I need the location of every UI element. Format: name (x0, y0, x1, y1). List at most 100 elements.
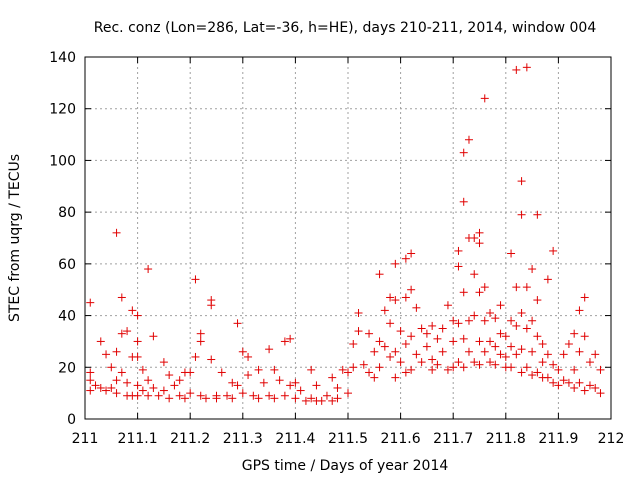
data-point (149, 332, 158, 341)
data-point (522, 324, 531, 333)
data-point (249, 391, 258, 400)
data-point (396, 358, 405, 367)
data-point (543, 275, 552, 284)
data-point (370, 347, 379, 356)
data-point (517, 177, 526, 186)
data-point (459, 288, 468, 297)
data-point (217, 368, 226, 377)
data-point (228, 394, 237, 403)
data-point (475, 360, 484, 369)
data-point (138, 365, 147, 374)
data-point (86, 368, 95, 377)
data-point (459, 334, 468, 343)
data-point (175, 376, 184, 385)
data-point (233, 381, 242, 390)
data-point (575, 347, 584, 356)
data-point (407, 332, 416, 341)
data-point (275, 376, 284, 385)
data-point (522, 363, 531, 372)
data-point (201, 394, 210, 403)
data-point (175, 391, 184, 400)
data-point (407, 249, 416, 258)
data-point (507, 316, 516, 325)
data-point (207, 355, 216, 364)
data-point (480, 283, 489, 292)
x-tick-label: 211.1 (118, 431, 158, 447)
data-point (286, 334, 295, 343)
data-point (496, 329, 505, 338)
data-point (186, 389, 195, 398)
data-point (96, 383, 105, 392)
data-point (517, 368, 526, 377)
data-point (375, 337, 384, 346)
data-point (528, 371, 537, 380)
data-point (570, 383, 579, 392)
data-point (307, 394, 316, 403)
data-point (86, 298, 95, 307)
data-point (533, 368, 542, 377)
data-point (454, 246, 463, 255)
data-point (133, 337, 142, 346)
x-tick-label: 211.2 (170, 431, 210, 447)
data-point (307, 365, 316, 374)
data-point (470, 358, 479, 367)
data-point (549, 360, 558, 369)
data-point (564, 340, 573, 349)
data-point (475, 288, 484, 297)
data-point (365, 368, 374, 377)
data-point (407, 365, 416, 374)
data-point (238, 347, 247, 356)
x-tick-label: 211 (72, 431, 99, 447)
x-axis-label: GPS time / Days of year 2014 (242, 458, 449, 474)
data-point (233, 319, 242, 328)
data-point (517, 308, 526, 317)
data-point (370, 373, 379, 382)
data-point (433, 360, 442, 369)
data-point (328, 396, 337, 405)
data-point (196, 329, 205, 338)
data-point (512, 321, 521, 330)
data-point (270, 394, 279, 403)
data-point (296, 386, 305, 395)
data-point (117, 368, 126, 377)
data-point (449, 363, 458, 372)
data-point (412, 303, 421, 312)
data-point (512, 65, 521, 74)
data-point (117, 329, 126, 338)
data-point (549, 378, 558, 387)
data-point (475, 239, 484, 248)
data-point (464, 316, 473, 325)
data-point (507, 363, 516, 372)
data-point (317, 396, 326, 405)
data-point (280, 391, 289, 400)
data-point (522, 63, 531, 72)
data-point (464, 135, 473, 144)
data-point (133, 311, 142, 320)
data-point (180, 394, 189, 403)
plot-frame (84, 56, 612, 420)
data-point (259, 378, 268, 387)
data-point (354, 327, 363, 336)
data-point (333, 394, 342, 403)
data-point (117, 293, 126, 302)
data-point (401, 340, 410, 349)
x-tick-label: 211.4 (275, 431, 315, 447)
data-point (480, 94, 489, 103)
data-point (507, 249, 516, 258)
y-tick-labels: 0 20 40 60 80 100 120 140 (49, 50, 76, 428)
x-tick-labels: 211 211.1 211.2 211.3 211.4 211.5 211.6 211.7 21… (72, 431, 625, 447)
data-point (91, 381, 100, 390)
data-point (333, 383, 342, 392)
data-point (322, 391, 331, 400)
data-point (159, 358, 168, 367)
data-point (380, 342, 389, 351)
data-point (196, 337, 205, 346)
data-points (86, 63, 605, 405)
data-point (401, 368, 410, 377)
data-point (112, 228, 121, 237)
data-point (459, 148, 468, 157)
data-point (107, 363, 116, 372)
y-tick-label: 100 (49, 153, 76, 169)
data-point (312, 381, 321, 390)
data-point (559, 350, 568, 359)
